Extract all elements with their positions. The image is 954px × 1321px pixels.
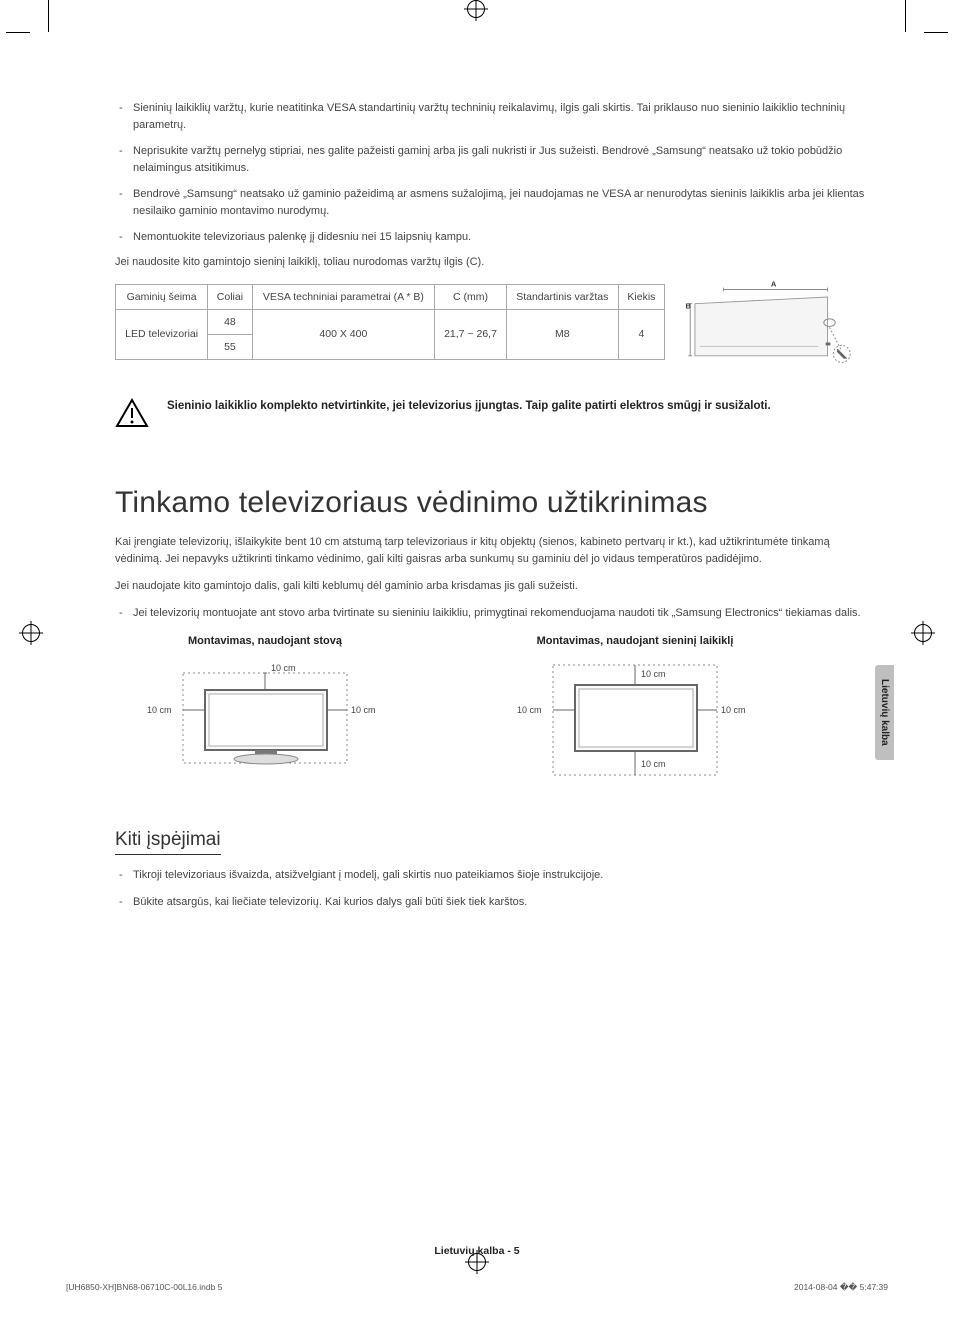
col-family: Gaminių šeima xyxy=(116,284,208,309)
wall-bracket-diagram: A B xyxy=(681,280,851,370)
clearance-label: 10 cm xyxy=(721,705,746,715)
clearance-label: 10 cm xyxy=(517,705,542,715)
registration-mark-icon xyxy=(914,624,932,647)
list-item: Jei televizorių montuojate ant stovo arb… xyxy=(115,605,879,622)
ventilation-heading: Tinkamo televizoriaus vėdinimo užtikrini… xyxy=(115,486,879,520)
ventilation-para1: Kai įrengiate televizorių, išlaikykite b… xyxy=(115,534,879,568)
list-item: Sieninių laikiklių varžtų, kurie neatiti… xyxy=(115,100,879,133)
table-row: LED televizoriai 48 400 X 400 21,7 ~ 26,… xyxy=(116,309,665,334)
crop-guide xyxy=(905,0,906,32)
list-item: Bendrovė „Samsung“ neatsako už gaminio p… xyxy=(115,186,879,219)
cell-family: LED televizoriai xyxy=(116,309,208,359)
cell-size: 55 xyxy=(208,334,252,359)
cell-qty: 4 xyxy=(618,309,664,359)
bottom-notes-list: Tikroji televizoriaus išvaizda, atsižvel… xyxy=(115,867,879,910)
mid-bullet-list: Jei televizorių montuojate ant stovo arb… xyxy=(115,605,879,622)
print-timestamp: 2014-08-04 �� 5:47:39 xyxy=(794,1282,888,1293)
col-inches: Coliai xyxy=(208,284,252,309)
ventilation-diagrams: Montavimas, naudojant stovą 10 cm 10 cm … xyxy=(115,635,879,785)
warning-block: Sieninio laikiklio komplekto netvirtinki… xyxy=(115,398,879,428)
clearance-label: 10 cm xyxy=(147,705,172,715)
col-screw: Standartinis varžtas xyxy=(506,284,618,309)
registration-mark-icon xyxy=(467,0,487,20)
print-filename: [UH6850-XH]BN68-06710C-00L16.indb 5 xyxy=(66,1282,222,1293)
clearance-label: 10 cm xyxy=(351,705,376,715)
clearance-label: 10 cm xyxy=(641,759,666,769)
warning-text: Sieninio laikiklio komplekto netvirtinki… xyxy=(167,398,771,415)
screw-length-note: Jei naudosite kito gamintojo sieninį lai… xyxy=(115,256,879,268)
clearance-label: 10 cm xyxy=(271,663,296,673)
label-b: B xyxy=(685,301,691,310)
list-item: Neprisukite varžtų pernelyg stipriai, ne… xyxy=(115,143,879,176)
print-job-footer: [UH6850-XH]BN68-06710C-00L16.indb 5 2014… xyxy=(66,1282,888,1293)
cell-screw: M8 xyxy=(506,309,618,359)
other-warnings-heading: Kiti įspėjimai xyxy=(115,829,221,855)
page-content: Sieninių laikiklių varžtų, kurie neatiti… xyxy=(115,100,879,1241)
clearance-label: 10 cm xyxy=(641,669,666,679)
col-vesa: VESA techniniai parametrai (A * B) xyxy=(252,284,435,309)
col-qty: Kiekis xyxy=(618,284,664,309)
table-header-row: Gaminių šeima Coliai VESA techniniai par… xyxy=(116,284,665,309)
wall-diagram-title: Montavimas, naudojant sieninį laikiklį xyxy=(485,635,785,647)
crop-guide xyxy=(48,0,49,32)
cell-size: 48 xyxy=(208,309,252,334)
registration-mark-icon xyxy=(22,624,40,647)
vesa-spec-table: Gaminių šeima Coliai VESA techniniai par… xyxy=(115,284,665,360)
stand-installation-diagram: 10 cm 10 cm 10 cm xyxy=(135,655,395,785)
crop-guide xyxy=(924,32,948,33)
list-item: Nemontuokite televizoriaus palenkę jį di… xyxy=(115,229,879,246)
stand-diagram-block: Montavimas, naudojant stovą 10 cm 10 cm … xyxy=(115,635,415,785)
cell-cmm: 21,7 ~ 26,7 xyxy=(435,309,507,359)
col-c-mm: C (mm) xyxy=(435,284,507,309)
list-item: Būkite atsargūs, kai liečiate televizori… xyxy=(115,894,879,911)
wall-diagram-block: Montavimas, naudojant sieninį laikiklį 1… xyxy=(485,635,785,785)
spec-row: Gaminių šeima Coliai VESA techniniai par… xyxy=(115,280,879,370)
stand-diagram-title: Montavimas, naudojant stovą xyxy=(115,635,415,647)
ventilation-para2: Jei naudojate kito gamintojo dalis, gali… xyxy=(115,578,879,595)
cell-vesa: 400 X 400 xyxy=(252,309,435,359)
crop-guide xyxy=(6,32,30,33)
warning-triangle-icon xyxy=(115,398,149,428)
top-notes-list: Sieninių laikiklių varžtų, kurie neatiti… xyxy=(115,100,879,246)
page-footer: Lietuvių kalba - 5 xyxy=(0,1245,954,1257)
wall-installation-diagram: 10 cm 10 cm 10 cm 10 cm xyxy=(505,655,765,785)
list-item: Tikroji televizoriaus išvaizda, atsižvel… xyxy=(115,867,879,884)
label-a: A xyxy=(771,280,777,289)
